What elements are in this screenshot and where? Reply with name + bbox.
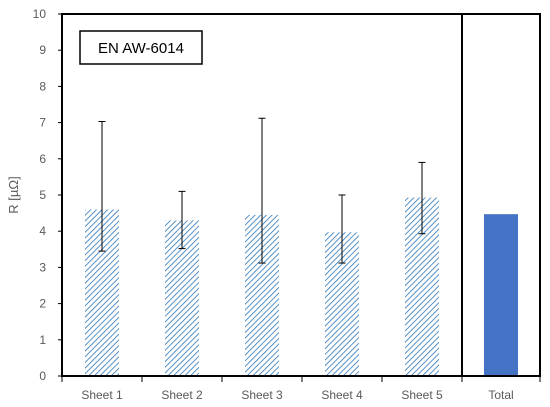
plot-frame [61,13,541,377]
y-tick-label: 0 [39,369,46,383]
y-tick-label: 9 [39,43,46,57]
x-tick-label: Sheet 4 [321,388,363,402]
bar-total [484,214,518,376]
plot-border [61,13,541,377]
y-tick-label: 10 [33,7,47,21]
x-tick-label: Sheet 2 [161,388,203,402]
bars-group [85,197,518,376]
error-bar-5 [418,161,426,235]
y-tick-label: 5 [39,188,46,202]
x-axis-ticks: Sheet 1 Sheet 2 Sheet 3 Sheet 4 Sheet 5 Total [61,376,541,402]
x-tick-label: Total [488,388,513,402]
y-tick-label: 7 [39,116,46,130]
y-tick-label: 2 [39,297,46,311]
y-tick-label: 3 [39,260,46,274]
y-tick-label: 8 [39,79,46,93]
error-bar-3 [258,117,266,264]
annotation-text: EN AW-6014 [98,40,184,57]
error-bars-group [98,117,426,264]
y-axis-label: R [µΩ] [6,176,21,213]
y-tick-label: 6 [39,152,46,166]
x-tick-label: Sheet 1 [81,388,123,402]
y-axis-ticks: 0 1 2 3 4 5 6 7 8 9 10 [33,7,62,383]
error-bar-1 [98,121,106,252]
error-bar-4 [338,194,346,264]
annotation-box: EN AW-6014 [79,30,203,65]
x-tick-label: Sheet 3 [241,388,283,402]
y-tick-label: 4 [39,224,46,238]
error-bar-2 [178,190,186,250]
y-tick-label: 1 [39,333,46,347]
x-tick-label: Sheet 5 [401,388,443,402]
